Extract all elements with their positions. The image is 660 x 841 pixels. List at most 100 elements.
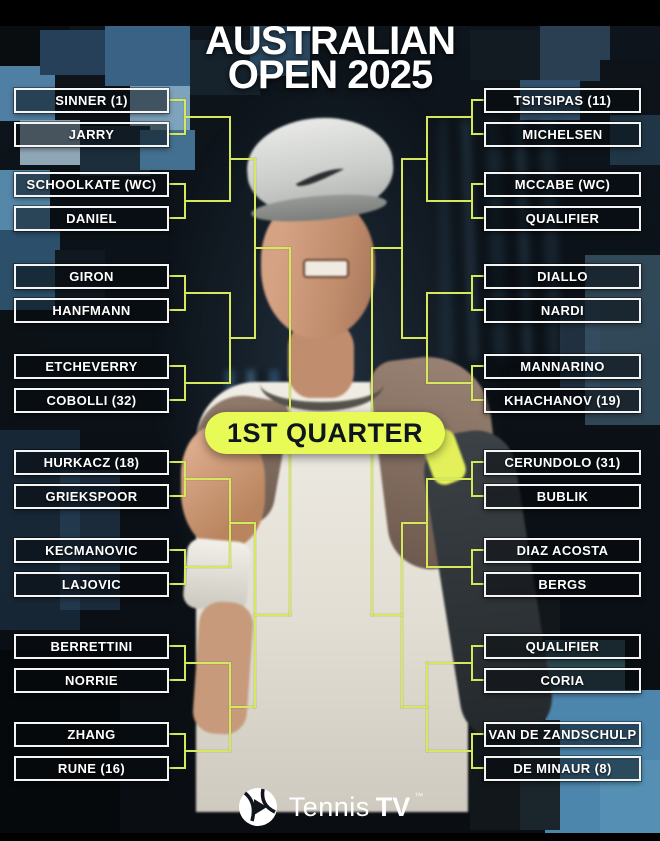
bracket-line xyxy=(229,706,256,708)
bracket-line xyxy=(471,99,486,101)
bracket-line xyxy=(426,292,473,294)
brand-name-regular: Tennis xyxy=(288,791,370,822)
player-box: BERGS xyxy=(484,572,641,597)
bracket-line xyxy=(371,614,403,616)
trademark: ™ xyxy=(414,791,424,801)
player-box: JARRY xyxy=(14,122,169,147)
bracket-line xyxy=(426,566,473,568)
bracket-line xyxy=(426,382,473,384)
title-line-2: OPEN 2025 xyxy=(227,53,433,97)
player-box: CORIA xyxy=(484,668,641,693)
bracket-line xyxy=(426,662,473,664)
bracket-line xyxy=(471,645,486,647)
mosaic-tile xyxy=(540,26,610,81)
player-box: BERRETTINI xyxy=(14,634,169,659)
bracket-line xyxy=(229,158,256,160)
bracket-line xyxy=(471,133,486,135)
bracket-line xyxy=(169,645,186,647)
bracket-line xyxy=(471,275,486,277)
player-box: DIAZ ACOSTA xyxy=(484,538,641,563)
bracket-line xyxy=(426,750,473,752)
bottom-letterbox xyxy=(0,833,660,841)
bracket-line xyxy=(471,549,486,551)
bracket-line xyxy=(471,399,486,401)
bracket-line xyxy=(471,309,486,311)
player-box: BUBLIK xyxy=(484,484,641,509)
collar-shape xyxy=(260,356,384,411)
bracket-line xyxy=(169,99,186,101)
title-line-1: AUSTRALIAN xyxy=(205,19,456,63)
bracket-line xyxy=(169,365,186,367)
player-box: MCCABE (WC) xyxy=(484,172,641,197)
bracket-line xyxy=(401,522,428,524)
player-box: QUALIFIER xyxy=(484,206,641,231)
bracket-line xyxy=(169,495,186,497)
player-box: SCHOOLKATE (WC) xyxy=(14,172,169,197)
bracket-line xyxy=(229,337,256,339)
mosaic-tile xyxy=(190,40,260,95)
player-box: ZHANG xyxy=(14,722,169,747)
bracket-line xyxy=(169,183,186,185)
bracket-line xyxy=(184,478,231,480)
bracket-line xyxy=(169,217,186,219)
bracket-line xyxy=(401,158,428,160)
bracket-line xyxy=(371,247,403,249)
player-box: DE MINAUR (8) xyxy=(484,756,641,781)
bracket-line xyxy=(184,566,231,568)
bracket-line xyxy=(169,133,186,135)
bracket-line xyxy=(426,478,473,480)
bracket-line xyxy=(471,583,486,585)
player-box: NORRIE xyxy=(14,668,169,693)
player-box: KECMANOVIC xyxy=(14,538,169,563)
player-box: DIALLO xyxy=(484,264,641,289)
brand-footer: Tennis TV ™ xyxy=(0,783,660,831)
player-box: MANNARINO xyxy=(484,354,641,379)
bracket-line xyxy=(471,733,486,735)
bracket-line xyxy=(184,750,231,752)
bracket-line xyxy=(169,679,186,681)
bracket-line xyxy=(169,767,186,769)
player-box: KHACHANOV (19) xyxy=(484,388,641,413)
player-box: VAN DE ZANDSCHULP xyxy=(484,722,641,747)
bracket-line xyxy=(426,116,473,118)
bracket-line xyxy=(426,200,473,202)
top-letterbox xyxy=(0,0,660,26)
bracket-line xyxy=(184,292,231,294)
player-box: CERUNDOLO (31) xyxy=(484,450,641,475)
player-box: NARDI xyxy=(484,298,641,323)
title: AUSTRALIAN OPEN 2025 xyxy=(0,19,660,97)
tennistv-logo-icon xyxy=(238,788,277,826)
bracket-line xyxy=(254,614,291,616)
bracket-line xyxy=(471,495,486,497)
player-box: LAJOVIC xyxy=(14,572,169,597)
player-box: SINNER (1) xyxy=(14,88,169,113)
bracket-line xyxy=(401,337,428,339)
bracket-line xyxy=(229,522,256,524)
player-box: DANIEL xyxy=(14,206,169,231)
bracket-line xyxy=(169,549,186,551)
bracket-line xyxy=(169,275,186,277)
bracket-line xyxy=(169,733,186,735)
bracket-line xyxy=(471,767,486,769)
bracket-line xyxy=(184,200,231,202)
brand-name-bold: TV xyxy=(375,791,411,822)
mosaic-tile xyxy=(105,26,190,86)
player-box: TSITSIPAS (11) xyxy=(484,88,641,113)
bracket-line xyxy=(471,365,486,367)
bracket-line xyxy=(401,706,428,708)
player-box: ETCHEVERRY xyxy=(14,354,169,379)
bracket-line xyxy=(169,461,186,463)
bracket-line xyxy=(471,217,486,219)
bracket-line xyxy=(254,247,291,249)
player-box: MICHELSEN xyxy=(484,122,641,147)
player-box: GRIEKSPOOR xyxy=(14,484,169,509)
bracket-line xyxy=(169,583,186,585)
bracket-line xyxy=(169,309,186,311)
player-box: RUNE (16) xyxy=(14,756,169,781)
bracket-line xyxy=(184,116,231,118)
player-box: HANFMANN xyxy=(14,298,169,323)
player-box: COBOLLI (32) xyxy=(14,388,169,413)
bracket-line xyxy=(184,662,231,664)
quarter-badge: 1ST QUARTER xyxy=(205,412,445,454)
